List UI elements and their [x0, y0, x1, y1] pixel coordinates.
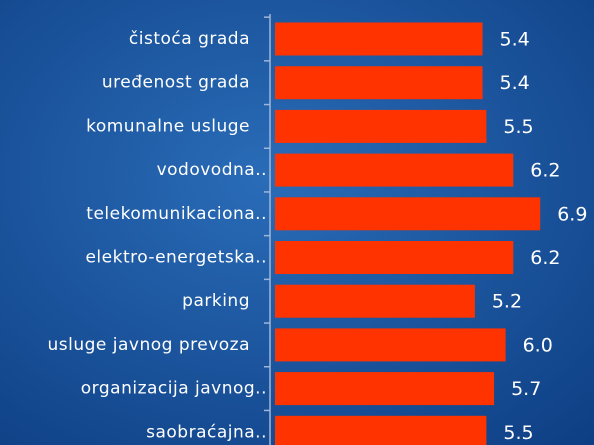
value-label: 5.4	[500, 72, 530, 94]
value-label: 6.2	[530, 160, 560, 182]
category-label: usluge javnog prevoza	[47, 335, 250, 355]
value-label: 6.9	[557, 203, 587, 225]
bar	[275, 284, 475, 318]
category-label: vodovodna..	[157, 160, 267, 180]
value-label: 5.7	[511, 378, 541, 400]
category-label: elektro-energetska..	[85, 248, 267, 268]
bar	[275, 372, 495, 406]
category-label: komunalne usluge	[86, 116, 250, 136]
bar	[275, 328, 506, 362]
bar	[275, 241, 514, 274]
bar	[275, 153, 514, 187]
value-label: 6.2	[530, 247, 560, 269]
value-label: 5.5	[503, 116, 533, 138]
category-label: čistoća grada	[129, 29, 250, 49]
bar	[275, 197, 541, 231]
bar	[275, 66, 483, 100]
category-label: uređenost grada	[102, 73, 250, 93]
value-label: 6.0	[523, 334, 553, 356]
bar	[275, 22, 483, 56]
value-label: 5.2	[492, 291, 522, 313]
value-label: 5.4	[500, 29, 530, 51]
category-label: saobraćajna..	[146, 422, 267, 442]
bar	[275, 109, 487, 143]
category-label: telekomunikaciona..	[86, 204, 267, 224]
value-label: 5.5	[503, 422, 533, 444]
bar	[275, 415, 487, 445]
category-label: parking	[182, 291, 250, 311]
category-label: organizacija javnog..	[81, 379, 267, 399]
